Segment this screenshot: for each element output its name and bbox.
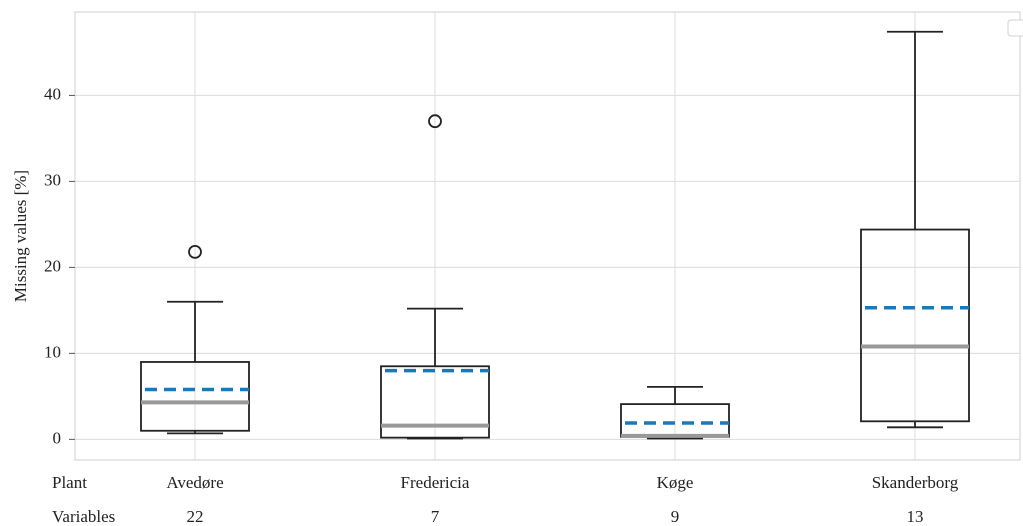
table-cell: 13 (907, 507, 924, 526)
x-tick-label: Fredericia (401, 473, 470, 492)
legend-box (1007, 19, 1023, 37)
table-cell: 9 (671, 507, 680, 526)
row-label: Variables (52, 507, 115, 526)
y-axis-label: Missing values [%] (11, 170, 30, 302)
y-tick-label: 0 (53, 428, 62, 447)
box (140, 361, 250, 432)
row-label: Plant (52, 473, 87, 492)
outlier (188, 245, 202, 259)
outlier (428, 114, 442, 129)
table-cell: 22 (187, 507, 204, 526)
y-tick-label: 30 (44, 170, 61, 189)
table-cell: 7 (431, 507, 440, 526)
x-tick-label: Avedøre (166, 473, 223, 492)
y-tick-label: 20 (44, 256, 61, 275)
x-tick-label: Køge (657, 473, 694, 492)
plot-frame (74, 11, 1021, 461)
y-tick-label: 10 (44, 342, 61, 361)
x-tick-label: Skanderborg (872, 473, 959, 492)
box (380, 365, 490, 439)
box (860, 228, 970, 423)
y-tick-label: 40 (44, 84, 61, 103)
